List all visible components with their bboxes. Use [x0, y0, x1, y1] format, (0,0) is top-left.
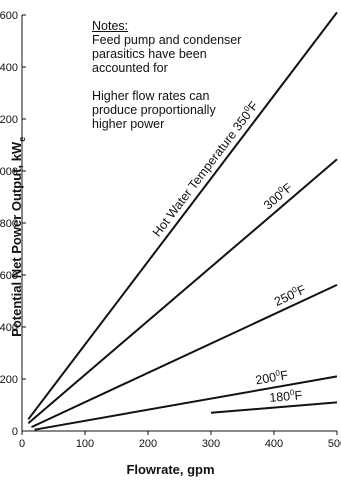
series-label-4: 2000F	[254, 367, 289, 388]
y-tick-label: 1000	[0, 166, 18, 178]
x-tick-label: 200	[139, 438, 157, 450]
notes-line-3: accounted for	[92, 61, 168, 75]
x-tick-label: 500	[328, 438, 341, 450]
y-tick-label: 200	[0, 374, 18, 386]
series-label-text: 2500F	[272, 281, 309, 309]
series-line-3	[31, 283, 338, 429]
series-line-2	[27, 158, 338, 424]
notes-line-6: higher power	[92, 117, 165, 131]
y-axis-title: Potential Net Power Output, kWe	[9, 87, 27, 387]
series-label-3: 2500F	[272, 281, 309, 309]
y-tick-label: 1400	[0, 62, 18, 74]
y-tick-label: 400	[0, 322, 18, 334]
x-tick-label: 400	[265, 438, 283, 450]
notes-line-4: Higher flow rates can	[92, 89, 210, 103]
notes-heading: Notes:	[92, 19, 129, 33]
series-lines	[27, 11, 338, 431]
y-axis-title-subscript: e	[16, 136, 27, 142]
y-tick-label: 0	[12, 426, 18, 438]
notes-line-2: parasitics have been	[92, 47, 207, 61]
series-line-5	[210, 401, 338, 414]
series-label-text: 3000F	[260, 180, 295, 213]
series-label-5: 1800F	[269, 387, 303, 405]
x-axis-title: Flowrate, gpm	[126, 462, 215, 477]
series-label-text: 1800F	[269, 387, 303, 405]
x-tick-label: 100	[76, 438, 94, 450]
y-tick-label: 800	[0, 218, 18, 230]
y-tick-label: 1600	[0, 10, 18, 22]
notes-box: Notes: Feed pump and condenser parasitic…	[92, 19, 332, 131]
tick-marks: 0 100 200 300 400 500 0 200 400 600 800 1000 1200 140…	[0, 10, 341, 450]
series-line-4	[34, 375, 338, 431]
notes-spacer	[92, 75, 332, 89]
notes-line-5: produce proportionally	[92, 103, 216, 117]
series-line-1	[27, 11, 338, 420]
x-tick-label: 0	[19, 438, 25, 450]
y-tick-label: 1200	[0, 114, 18, 126]
series-label-text: 2000F	[254, 367, 289, 388]
y-tick-label: 600	[0, 270, 18, 282]
x-tick-label: 300	[202, 438, 220, 450]
series-label-2: 3000F	[260, 180, 295, 213]
y-axis-title-main: Potential Net Power Output, kW	[9, 141, 25, 337]
notes-line-1: Feed pump and condenser	[92, 33, 242, 47]
